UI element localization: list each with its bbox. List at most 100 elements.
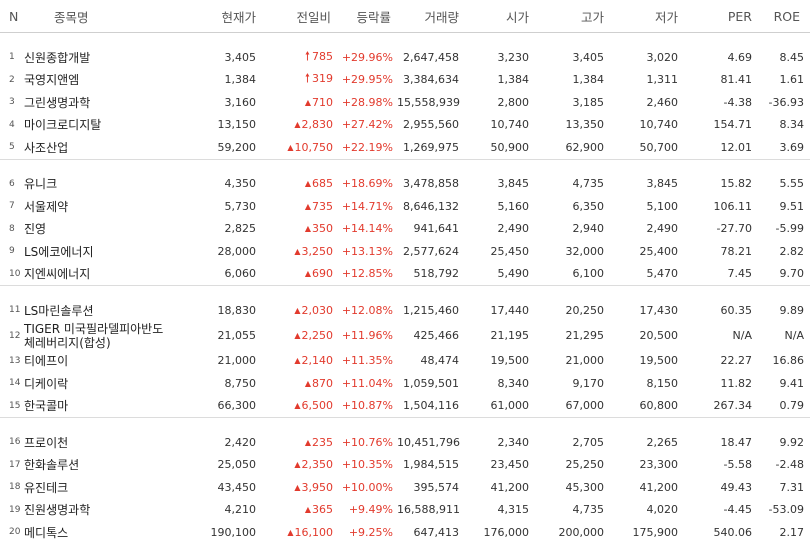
table-row[interactable]: 14 디케이락 8,750 ▲870 +11.04% 1,059,501 8,340 9,17… xyxy=(0,372,810,395)
change-rate: +10.35% xyxy=(341,458,393,472)
volume: 16,588,911 xyxy=(397,503,460,517)
stock-name[interactable]: 신원종합개발 xyxy=(24,50,91,65)
table-row[interactable]: 20 메디톡스 190,100 ▲16,100 +9.25% 647,413 176,000… xyxy=(0,521,810,544)
col-header-low[interactable]: 저가 xyxy=(620,0,694,33)
change-cell: ▲6,500 xyxy=(262,395,337,418)
table-row[interactable]: 8 진영 2,825 ▲350 +14.14% 941,641 2,490 2,940 2,49… xyxy=(0,218,810,241)
stock-name[interactable]: 티에프이 xyxy=(24,354,69,369)
col-header-change[interactable]: 전일비 xyxy=(262,0,337,33)
open-price: 61,000 xyxy=(490,399,530,413)
roe-value: -5.99 xyxy=(775,222,804,236)
current-price: 5,730 xyxy=(224,199,257,213)
table-row[interactable]: 17 한화솔루션 25,050 ▲2,350 +10.35% 1,984,515 23,45… xyxy=(0,454,810,477)
col-header-open[interactable]: 시가 xyxy=(469,0,545,33)
current-price: 66,300 xyxy=(217,399,257,413)
open-price: 50,900 xyxy=(490,140,530,154)
col-header-per[interactable]: PER xyxy=(694,0,766,33)
table-row[interactable]: 15 한국콜마 66,300 ▲6,500 +10.87% 1,504,116 61,000… xyxy=(0,395,810,418)
table-row[interactable]: 6 유니크 4,350 ▲685 +18.69% 3,478,858 3,845 4,735 3… xyxy=(0,173,810,196)
stock-name[interactable]: 지엔씨에너지 xyxy=(24,267,91,282)
open-price: 2,490 xyxy=(497,222,530,236)
current-price: 2,825 xyxy=(224,222,257,236)
table-row[interactable]: 19 진원생명과학 4,210 ▲365 +9.49% 16,588,911 4,315 4,… xyxy=(0,499,810,522)
table-row[interactable]: 4 마이크로디지탈 13,150 ▲2,830 +27.42% 2,955,560 10,7… xyxy=(0,114,810,137)
change-value: 2,830 xyxy=(301,118,334,132)
high-price: 25,250 xyxy=(565,458,605,472)
change-value: 2,140 xyxy=(301,354,334,368)
up-triangle-icon: ▲ xyxy=(304,505,311,515)
stock-name[interactable]: 프로이천 xyxy=(24,435,69,450)
stock-name[interactable]: 마이크로디지탈 xyxy=(24,118,102,133)
table-row[interactable]: 13 티에프이 21,000 ▲2,140 +11.35% 48,474 19,500 21,… xyxy=(0,350,810,373)
high-price: 3,185 xyxy=(572,95,605,109)
open-price: 3,230 xyxy=(497,50,530,64)
table-body: 1 신원종합개발 3,405 🠕 785 +29.96% 2,647,458 3,230 3,4… xyxy=(0,33,810,544)
open-price: 2,340 xyxy=(497,435,530,449)
row-number: 4 xyxy=(9,119,15,130)
change-rate: +12.08% xyxy=(341,303,393,317)
table-row[interactable]: 1 신원종합개발 3,405 🠕 785 +29.96% 2,647,458 3,230 3,4… xyxy=(0,46,810,69)
stock-name[interactable]: 유니크 xyxy=(24,177,58,192)
table-row[interactable]: 9 LS에코에너지 28,000 ▲3,250 +13.13% 2,577,624 25,4… xyxy=(0,240,810,263)
stock-name[interactable]: 사조산업 xyxy=(24,140,69,155)
change-value: 6,500 xyxy=(301,399,334,413)
stock-name[interactable]: 진원생명과학 xyxy=(24,503,91,518)
volume: 8,646,132 xyxy=(403,199,459,213)
roe-value: 9.89 xyxy=(779,303,805,317)
stock-name[interactable]: 유진테크 xyxy=(24,480,69,495)
stock-name[interactable]: 그린생명과학 xyxy=(24,95,91,110)
low-price: 41,200 xyxy=(639,480,679,494)
col-header-name[interactable]: 종목명 xyxy=(24,0,164,33)
up-triangle-icon: ▲ xyxy=(294,401,301,411)
per-value: 78.21 xyxy=(720,244,753,258)
stock-name[interactable]: 한화솔루션 xyxy=(24,458,80,473)
stock-name[interactable]: 국영지앤엠 xyxy=(24,73,80,88)
change-rate: +14.71% xyxy=(341,199,393,213)
roe-value: 8.45 xyxy=(779,50,805,64)
open-price: 25,450 xyxy=(490,244,530,258)
table-row[interactable]: 2 국영지앤엠 1,384 🠕 319 +29.95% 3,384,634 1,384 1,38… xyxy=(0,69,810,92)
high-price: 32,000 xyxy=(565,244,605,258)
current-price: 21,055 xyxy=(217,329,257,342)
row-number: 14 xyxy=(9,378,21,389)
col-header-rate[interactable]: 등락률 xyxy=(337,0,397,33)
row-number: 2 xyxy=(9,74,15,85)
roe-value: -53.09 xyxy=(768,503,804,517)
table-row[interactable]: 11 LS마린솔루션 18,830 ▲2,030 +12.08% 1,215,460 17,… xyxy=(0,299,810,322)
change-value: 319 xyxy=(312,72,333,86)
stock-name[interactable]: 서울제약 xyxy=(24,199,69,214)
table-row[interactable]: 3 그린생명과학 3,160 ▲710 +28.98% 15,558,939 2,800 3,… xyxy=(0,91,810,114)
stock-name[interactable]: LS에코에너지 xyxy=(24,244,94,259)
col-header-price[interactable]: 현재가 xyxy=(164,0,262,33)
col-header-volume[interactable]: 거래량 xyxy=(397,0,469,33)
table-row[interactable]: 18 유진테크 43,450 ▲3,950 +10.00% 395,574 41,200 45… xyxy=(0,476,810,499)
low-price: 50,700 xyxy=(639,140,679,154)
stock-name[interactable]: 메디톡스 xyxy=(24,525,69,540)
table-row[interactable]: 16 프로이천 2,420 ▲235 +10.76% 10,451,796 2,340 2,7… xyxy=(0,431,810,454)
roe-value: 3.69 xyxy=(779,140,805,154)
row-number: 5 xyxy=(9,142,15,153)
up-triangle-icon: ▲ xyxy=(304,201,311,211)
change-value: 3,950 xyxy=(301,480,334,494)
table-row[interactable]: 7 서울제약 5,730 ▲735 +14.71% 8,646,132 5,160 6,350… xyxy=(0,195,810,218)
stock-name[interactable]: 디케이락 xyxy=(24,376,69,391)
per-value: 12.01 xyxy=(720,140,753,154)
table-row[interactable]: 5 사조산업 59,200 ▲10,750 +22.19% 1,269,975 50,900… xyxy=(0,136,810,159)
roe-value: 16.86 xyxy=(772,354,805,368)
per-value: 7.45 xyxy=(727,267,753,281)
stock-name[interactable]: 한국콜마 xyxy=(24,399,69,414)
table-row[interactable]: 10 지엔씨에너지 6,060 ▲690 +12.85% 518,792 5,490 6,10… xyxy=(0,263,810,286)
low-price: 3,020 xyxy=(646,50,679,64)
per-value: 60.35 xyxy=(720,303,753,317)
col-header-roe[interactable]: ROE xyxy=(766,0,810,33)
change-rate: +9.49% xyxy=(348,503,393,517)
col-header-high[interactable]: 고가 xyxy=(545,0,620,33)
per-value: 81.41 xyxy=(720,73,753,87)
per-value: -4.45 xyxy=(723,503,752,517)
low-price: 10,740 xyxy=(639,118,679,132)
volume: 3,384,634 xyxy=(403,73,459,87)
table-row[interactable]: 12 TIGER 미국필라델피아반도 체레버리지(합성) 21,055 ▲2,250 +1… xyxy=(0,322,810,350)
stock-name[interactable]: 진영 xyxy=(24,222,47,237)
stock-name[interactable]: TIGER 미국필라델피아반도 체레버리지(합성) xyxy=(24,322,164,350)
stock-name[interactable]: LS마린솔루션 xyxy=(24,303,94,318)
